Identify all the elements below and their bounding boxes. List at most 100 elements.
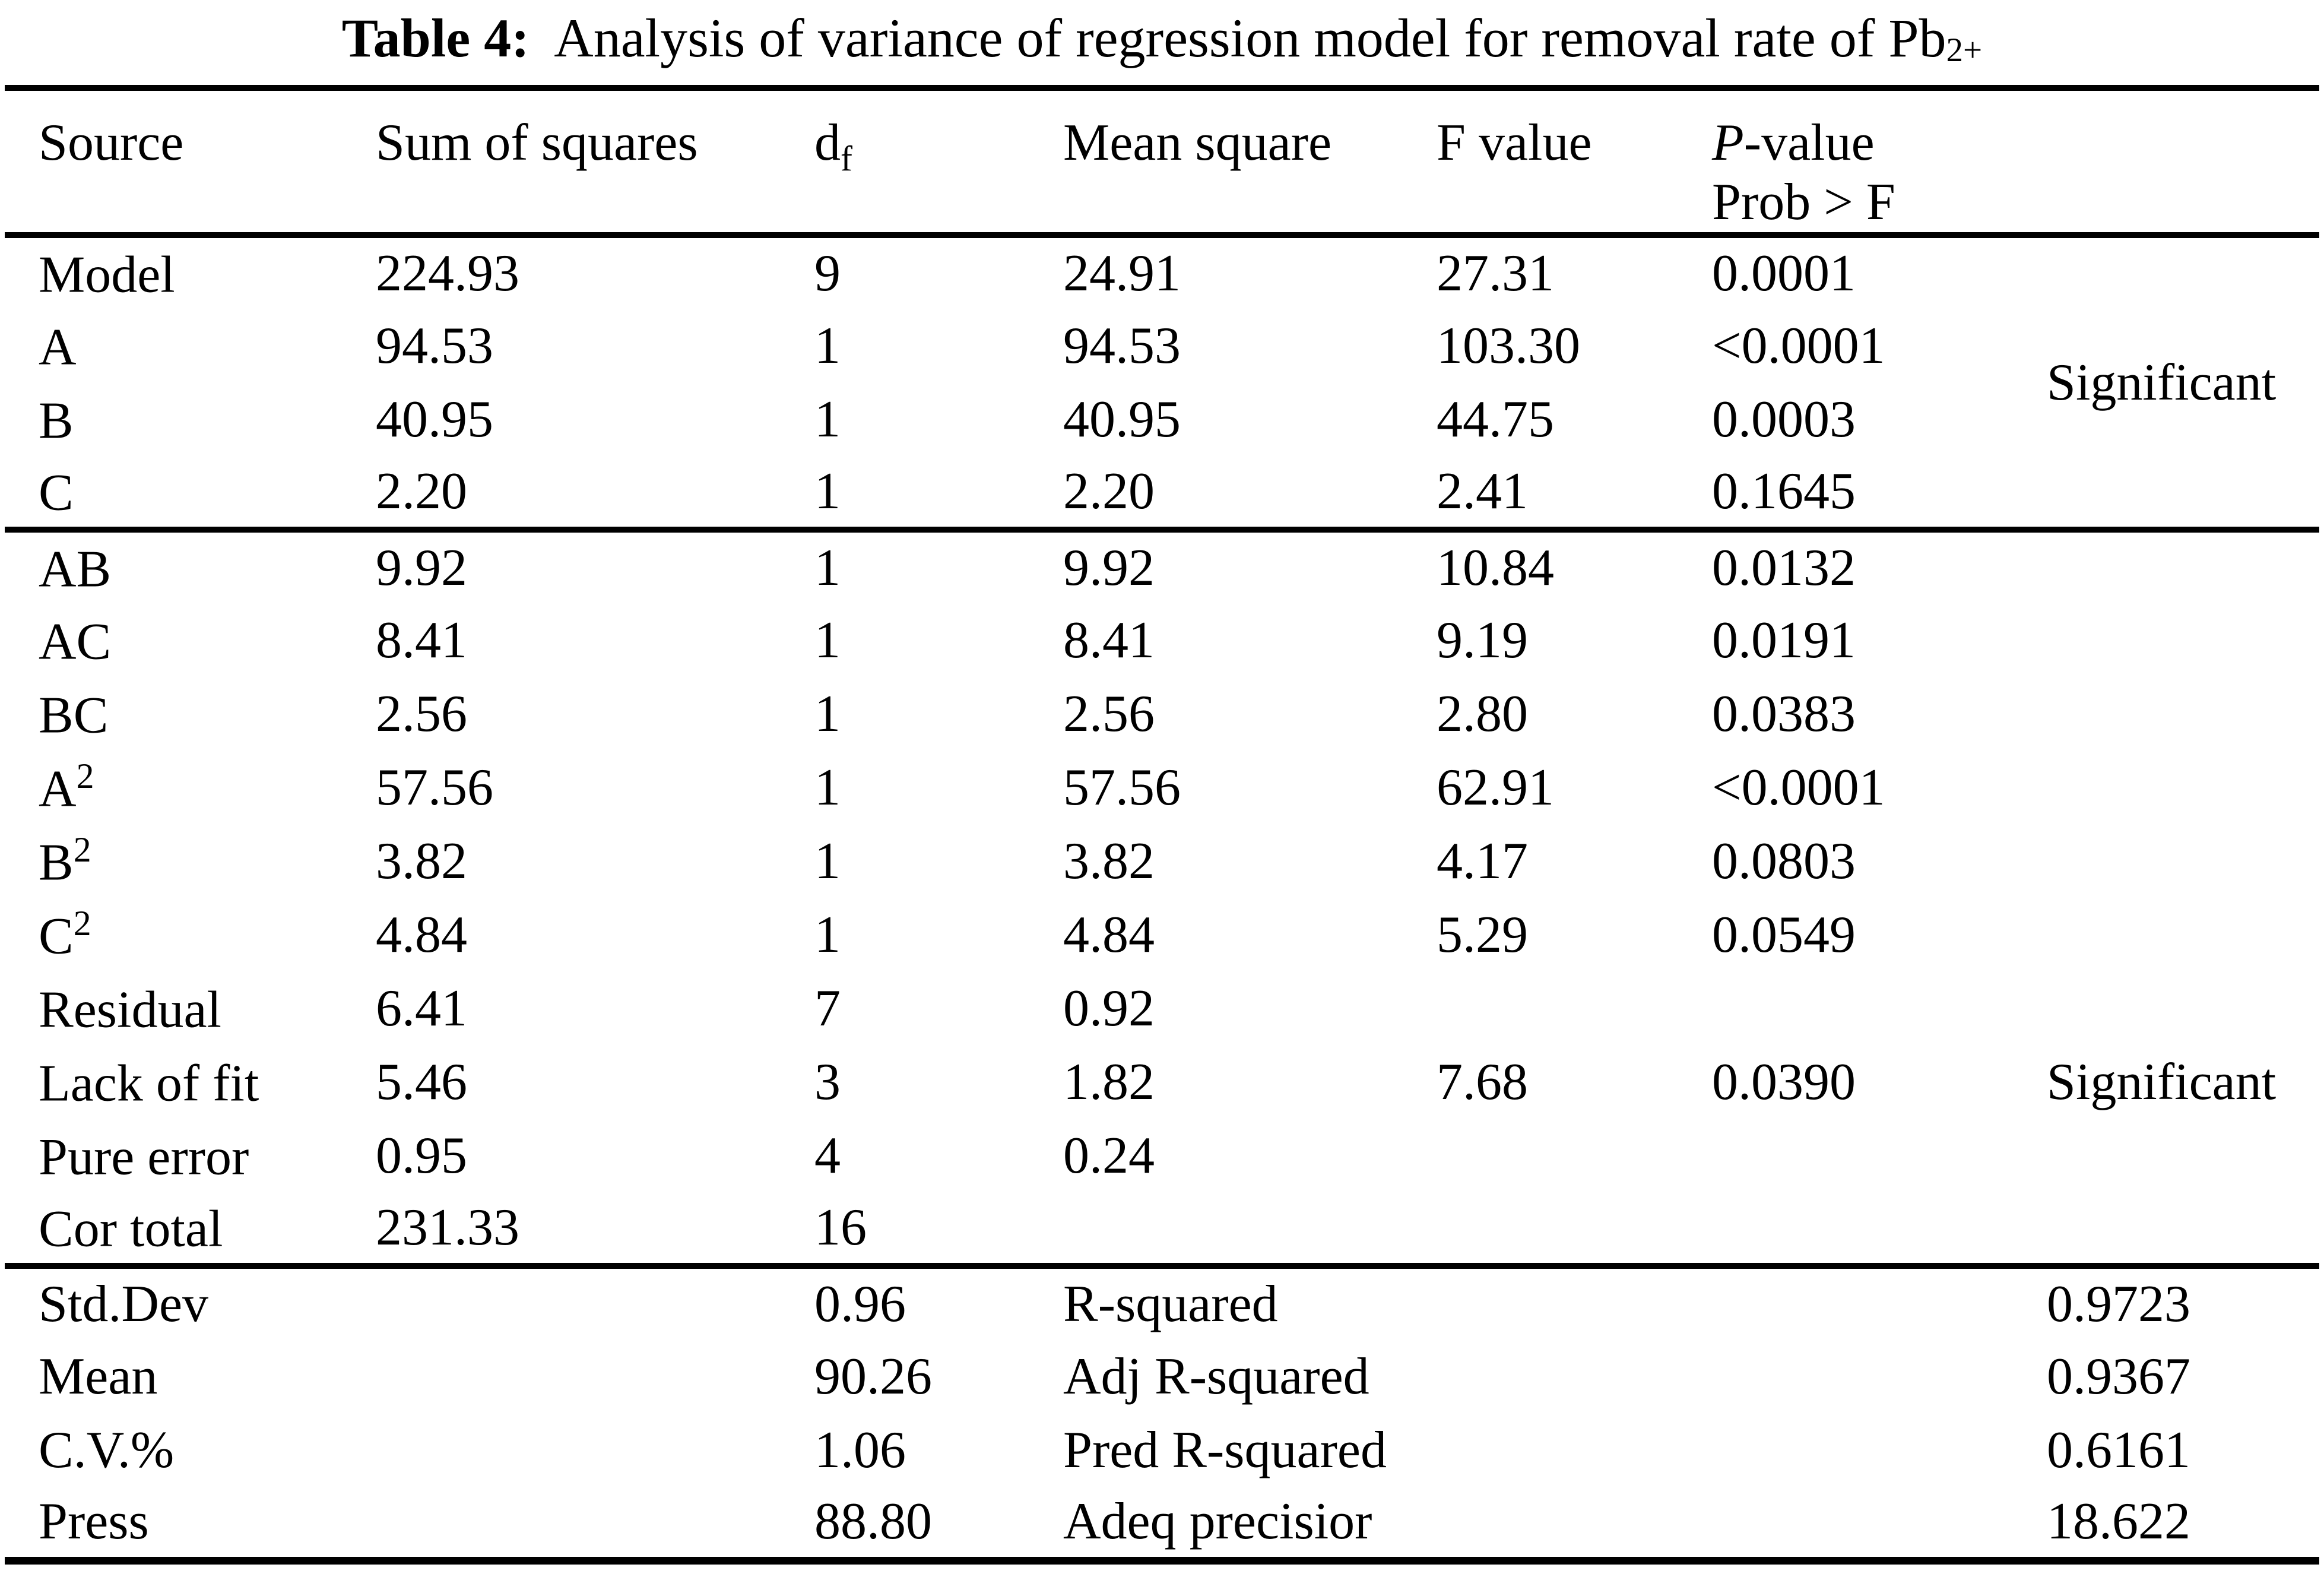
empty-cell — [376, 1266, 814, 1340]
cell-mean-square: 57.56 — [1063, 758, 1181, 816]
stat-value-2: 0.9367 — [2047, 1347, 2190, 1405]
cell-df: 1 — [814, 832, 841, 890]
cell-df: 9 — [814, 245, 841, 302]
header-source: Source — [39, 114, 184, 172]
cell-remark — [2047, 750, 2319, 824]
cell-source: Lack of fit — [5, 1045, 376, 1119]
source-label: A — [39, 318, 77, 376]
source-label: Pure error — [39, 1128, 249, 1186]
stat-value: 1.06 — [814, 1421, 906, 1479]
cell-p-value: 0.0549 — [1712, 905, 1856, 964]
cell-sum-of-squares: 4.84 — [376, 905, 467, 964]
table-row-b: B 40.95 1 40.95 44.75 0.0003 — [5, 382, 2319, 456]
cell-mean-square: 4.84 — [1063, 905, 1155, 964]
cell-df: 1 — [814, 316, 841, 375]
cell-f-value: 10.84 — [1437, 539, 1554, 597]
cell-sum-of-squares: 6.41 — [376, 979, 467, 1037]
stat-value-2: 0.9723 — [2047, 1275, 2190, 1333]
cell-source: Residual — [5, 971, 376, 1045]
empty-cell — [376, 1487, 814, 1560]
cell-source: B2 — [5, 824, 376, 898]
table-row-c-squared: C2 4.84 1 4.84 5.29 0.0549 — [5, 898, 2319, 971]
cell-sum-of-squares: 9.92 — [376, 539, 467, 597]
cell-f-value — [1437, 971, 1712, 1045]
cell-df: 4 — [814, 1126, 841, 1185]
header-p-value-line2: Prob > F — [1712, 173, 1895, 231]
header-p-value: P-value Prob > F — [1712, 88, 2047, 235]
cell-source: AB — [5, 530, 376, 603]
table-row-press: Press 88.80 Adeq precisior 18.622 — [5, 1487, 2319, 1560]
cell-p-value — [1712, 1192, 2047, 1266]
stat-label: C.V.% — [39, 1421, 175, 1479]
cell-p-value — [1712, 971, 2047, 1045]
cell-df: 16 — [814, 1199, 867, 1256]
table-row-bc: BC 2.56 1 2.56 2.80 0.0383 — [5, 677, 2319, 750]
stat-value-2: 18.622 — [2047, 1493, 2190, 1551]
cell-f-value: 27.31 — [1437, 245, 1554, 302]
stat-label-2: Pred R-squared — [1063, 1421, 1387, 1479]
cell-p-value: 0.0803 — [1712, 832, 1856, 890]
cell-f-value: 2.41 — [1437, 463, 1528, 520]
empty-cell — [376, 1340, 814, 1413]
header-p-italic: P — [1712, 114, 1744, 172]
anova-interaction-block: AB 9.92 1 9.92 10.84 0.0132 AC 8.41 1 8.… — [5, 530, 2319, 1266]
header-p-value-line1: P-value — [1712, 113, 2047, 173]
stat-label: Press — [39, 1493, 149, 1551]
cell-source: BC — [5, 677, 376, 750]
cell-f-value: 2.80 — [1437, 685, 1528, 743]
cell-mean-square: 0.92 — [1063, 979, 1155, 1037]
cell-df: 1 — [814, 463, 841, 520]
table-row-a: A 94.53 1 94.53 103.30 <0.0001 — [5, 309, 2319, 382]
table-caption: Table 4: Analysis of variance of regressi… — [0, 0, 2324, 85]
cell-df: 1 — [814, 758, 841, 816]
cell-mean-square — [1063, 1192, 1437, 1266]
table-row-model: Model 224.93 9 24.91 27.31 0.0001 Signif… — [5, 235, 2319, 411]
cell-sum-of-squares: 231.33 — [376, 1199, 519, 1256]
table-row-ab: AB 9.92 1 9.92 10.84 0.0132 — [5, 530, 2319, 603]
cell-p-value: <0.0001 — [1712, 758, 1885, 816]
table-row-mean: Mean 90.26 Adj R-squared 0.9367 — [5, 1340, 2319, 1413]
cell-df: 1 — [814, 390, 841, 448]
cell-p-value: 0.0001 — [1712, 245, 1856, 302]
empty-cell — [376, 1413, 814, 1487]
source-label: Residual — [39, 981, 221, 1039]
cell-sum-of-squares: 224.93 — [376, 245, 519, 302]
table-header: Source Sum of squares df Mean square F v… — [5, 88, 2319, 235]
cell-mean-square: 2.56 — [1063, 685, 1155, 743]
cell-source: AC — [5, 603, 376, 677]
cell-remark — [2047, 898, 2319, 971]
source-label: B — [39, 392, 74, 450]
cell-source: A2 — [5, 750, 376, 824]
cell-mean-square: 3.82 — [1063, 832, 1155, 890]
cell-mean-square: 24.91 — [1063, 245, 1181, 302]
cell-remark — [2047, 530, 2319, 603]
cell-sum-of-squares: 57.56 — [376, 758, 493, 816]
cell-f-value: 103.30 — [1437, 316, 1580, 375]
cell-mean-square: 2.20 — [1063, 463, 1155, 520]
cell-f-value: 5.29 — [1437, 905, 1528, 964]
cell-df: 1 — [814, 685, 841, 743]
cell-p-value — [1712, 1119, 2047, 1192]
cell-p-value: <0.0001 — [1712, 316, 1885, 375]
table-caption-text: Analysis of variance of regression model… — [554, 8, 1946, 68]
stat-label: Std.Dev — [39, 1275, 208, 1333]
source-label: B — [39, 834, 74, 892]
cell-p-value: 0.0132 — [1712, 539, 1856, 597]
cell-f-value: 4.17 — [1437, 832, 1528, 890]
cell-p-value: 0.0390 — [1712, 1053, 1856, 1111]
table-row-b-squared: B2 3.82 1 3.82 4.17 0.0803 — [5, 824, 2319, 898]
table-row-cor-total: Cor total 231.33 16 — [5, 1192, 2319, 1266]
source-label: C — [39, 464, 74, 522]
table-caption-superscript: 2+ — [1946, 31, 1983, 69]
cell-sum-of-squares: 8.41 — [376, 611, 467, 669]
anova-main-effects-block: Model 224.93 9 24.91 27.31 0.0001 Signif… — [5, 235, 2319, 530]
cell-sum-of-squares: 2.56 — [376, 685, 467, 743]
table-row-residual: Residual 6.41 7 0.92 — [5, 971, 2319, 1045]
stat-value: 0.96 — [814, 1275, 906, 1333]
significance-remark: Significant — [2047, 353, 2277, 411]
cell-mean-square: 8.41 — [1063, 611, 1155, 669]
header-df: df — [814, 88, 1063, 235]
table-row-pure-error: Pure error 0.95 4 0.24 — [5, 1119, 2319, 1192]
cell-source: C — [5, 456, 376, 530]
cell-mean-square: 0.24 — [1063, 1126, 1155, 1185]
